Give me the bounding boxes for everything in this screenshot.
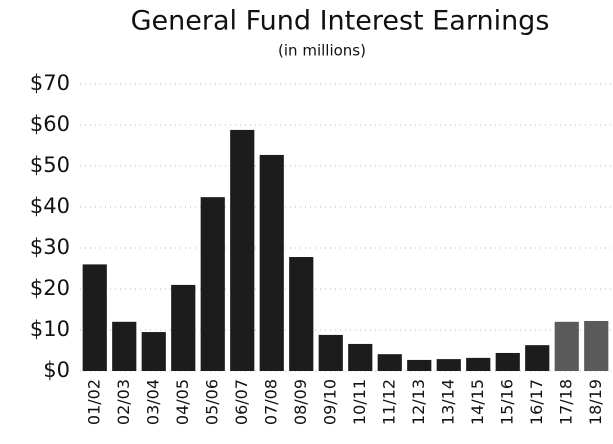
y-tick-label: $60 [30, 112, 70, 136]
x-tick-label: 10/11 [350, 379, 369, 425]
y-tick-label: $40 [30, 194, 70, 218]
x-tick-label: 08/09 [291, 379, 310, 425]
y-tick-label: $50 [30, 153, 70, 177]
x-tick-label: 06/07 [232, 379, 251, 425]
x-tick-label: 03/04 [143, 379, 162, 425]
chart-title: General Fund Interest Earnings [131, 6, 550, 37]
x-tick-label: 07/08 [261, 379, 280, 425]
bar [407, 359, 432, 371]
bar [112, 321, 137, 371]
x-tick-label: 16/17 [527, 379, 546, 425]
bar [554, 321, 579, 371]
y-tick-label: $10 [30, 317, 70, 341]
bar [377, 354, 402, 371]
x-tick-label: 05/06 [202, 379, 221, 425]
x-tick-label: 04/05 [173, 379, 192, 425]
bar [230, 129, 255, 371]
chart-subtitle: (in millions) [278, 42, 366, 60]
bar [171, 284, 196, 371]
bar [495, 352, 520, 371]
bar [200, 197, 225, 371]
y-tick-label: $30 [30, 235, 70, 259]
x-tick-label: 13/14 [438, 379, 457, 425]
bar [318, 334, 343, 371]
y-tick-label: $0 [43, 358, 70, 382]
x-tick-label: 17/18 [556, 379, 575, 425]
bar [466, 357, 491, 371]
x-tick-label: 11/12 [379, 379, 398, 425]
x-tick-label: 15/16 [497, 379, 516, 425]
bar [259, 154, 284, 371]
bar [525, 345, 550, 371]
y-tick-label: $20 [30, 276, 70, 300]
y-tick-label: $70 [30, 71, 70, 95]
bar [584, 320, 609, 371]
x-tick-label: 12/13 [409, 379, 428, 425]
bar [289, 257, 314, 371]
bar [141, 332, 166, 371]
x-tick-label: 02/03 [114, 379, 133, 425]
x-tick-label: 09/10 [320, 379, 339, 425]
bar [436, 359, 461, 371]
x-tick-label: 14/15 [468, 379, 487, 425]
bar [348, 343, 373, 371]
bar [82, 264, 107, 371]
x-tick-label: 01/02 [84, 379, 103, 425]
x-tick-label: 18/19 [586, 379, 605, 425]
